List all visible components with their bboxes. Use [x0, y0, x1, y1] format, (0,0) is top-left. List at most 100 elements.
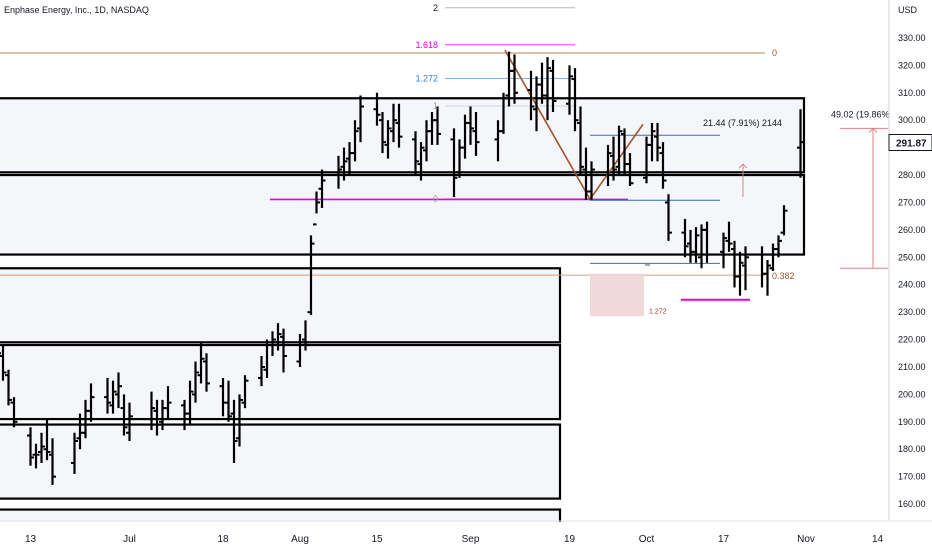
ohlc-bar[interactable]: [274, 323, 282, 351]
ohlc-bar[interactable]: [797, 109, 804, 178]
ohlc-bar[interactable]: [384, 120, 392, 159]
ohlc-bar[interactable]: [32, 443, 40, 469]
ohlc-bar[interactable]: [588, 161, 595, 200]
ohlc-bar[interactable]: [549, 59, 557, 112]
ohlc-bar[interactable]: [120, 394, 128, 436]
x-tick-label: Sep: [462, 534, 480, 545]
ohlc-bar[interactable]: [566, 65, 573, 115]
ohlc-bar[interactable]: [0, 345, 7, 381]
ohlc-bar[interactable]: [681, 218, 689, 258]
zone-rect-lower-2[interactable]: [0, 343, 562, 421]
ohlc-bar[interactable]: [780, 205, 788, 236]
ohlc-bar[interactable]: [511, 54, 518, 104]
ohlc-bar[interactable]: [87, 383, 95, 422]
ohlc-bar[interactable]: [115, 372, 122, 409]
ohlc-bar[interactable]: [225, 380, 232, 422]
zone-rect-lower-1[interactable]: [0, 267, 562, 344]
x-tick-label: Aug: [291, 534, 309, 545]
ohlc-bar[interactable]: [241, 375, 249, 409]
y-tick-label: 260.00: [898, 225, 926, 235]
fib-level-label: 2: [433, 3, 438, 13]
ohlc-bar[interactable]: [5, 369, 12, 406]
ohlc-bar[interactable]: [379, 111, 386, 154]
ohlc-bar[interactable]: [626, 153, 634, 187]
ohlc-bar[interactable]: [434, 106, 441, 145]
ohlc-bar[interactable]: [659, 142, 667, 189]
ohlc-bar[interactable]: [0, 345, 1, 378]
fib-level-label: 1.272: [415, 74, 438, 84]
ohlc-bar[interactable]: [736, 251, 744, 296]
ohlc-bar[interactable]: [450, 128, 458, 197]
ohlc-bar[interactable]: [775, 235, 782, 258]
measure-inner-label: 21.44 (7.91%) 2144: [703, 118, 782, 128]
zone-rect-lower-3[interactable]: [0, 423, 562, 500]
ohlc-bar[interactable]: [720, 232, 727, 269]
ohlc-bar[interactable]: [340, 147, 348, 181]
ohlc-bar[interactable]: [654, 122, 661, 162]
ohlc-bar[interactable]: [302, 320, 309, 351]
ohlc-bar[interactable]: [148, 391, 155, 431]
ohlc-bar[interactable]: [318, 169, 326, 208]
x-tick-label: Jul: [123, 534, 136, 545]
y-tick-label: 160.00: [898, 499, 926, 509]
ohlc-bar[interactable]: [467, 106, 474, 145]
ohlc-bar[interactable]: [109, 380, 117, 414]
ohlc-bar[interactable]: [395, 103, 403, 148]
ohlc-bar[interactable]: [186, 380, 194, 425]
ohlc-bar[interactable]: [10, 397, 18, 428]
ohlc-bar[interactable]: [197, 342, 205, 384]
ohlc-bar[interactable]: [43, 419, 51, 461]
ohlc-bar[interactable]: [153, 399, 161, 436]
ohlc-bar[interactable]: [296, 334, 304, 367]
ohlc-bar[interactable]: [357, 95, 364, 143]
ohlc-bar[interactable]: [192, 361, 199, 403]
ohlc-bar[interactable]: [280, 328, 287, 373]
ohlc-bar[interactable]: [577, 106, 584, 176]
ohlc-bar[interactable]: [725, 221, 733, 252]
ohlc-bar[interactable]: [500, 92, 507, 134]
ohlc-bar[interactable]: [313, 191, 320, 226]
ohlc-bar[interactable]: [390, 103, 397, 143]
ohlc-bar[interactable]: [703, 221, 711, 263]
ohlc-bar[interactable]: [764, 260, 771, 296]
ohlc-bar[interactable]: [742, 246, 749, 291]
ohlc-bar[interactable]: [258, 356, 265, 387]
ohlc-bar[interactable]: [417, 142, 425, 181]
ohlc-bar[interactable]: [615, 125, 623, 176]
zone-rect-middle[interactable]: [0, 173, 806, 256]
ohlc-bar[interactable]: [571, 68, 579, 132]
ohlc-bar[interactable]: [230, 399, 238, 463]
ohlc-bar[interactable]: [692, 227, 700, 263]
ohlc-bar[interactable]: [472, 111, 480, 156]
ohlc-bar[interactable]: [373, 92, 381, 126]
ohlc-bar[interactable]: [27, 427, 34, 466]
y-tick-label: 300.00: [898, 115, 926, 125]
ohlc-bar[interactable]: [307, 235, 315, 315]
ohlc-bar[interactable]: [604, 144, 612, 187]
fib-extension-box[interactable]: [590, 273, 644, 317]
ohlc-bar[interactable]: [544, 57, 551, 121]
ohlc-bar[interactable]: [269, 331, 276, 357]
y-tick-label: 310.00: [898, 88, 926, 98]
y-tick-label: 170.00: [898, 472, 926, 482]
x-tick-label: 18: [217, 534, 229, 545]
ohlc-bar[interactable]: [335, 155, 342, 189]
fib-brown-label: 0: [772, 48, 777, 58]
ohlc-bar[interactable]: [412, 131, 419, 176]
ohlc-bar[interactable]: [164, 386, 172, 420]
ohlc-bar[interactable]: [351, 120, 359, 162]
x-tick-label: 15: [371, 534, 383, 545]
ohlc-bar[interactable]: [236, 394, 243, 447]
ohlc-bar[interactable]: [203, 353, 210, 392]
ohlc-bar[interactable]: [665, 194, 672, 241]
ohlc-bar[interactable]: [71, 432, 78, 474]
ohlc-bar[interactable]: [527, 70, 535, 121]
ohlc-bar[interactable]: [126, 402, 133, 442]
ohlc-bar[interactable]: [648, 122, 656, 162]
ohlc-bar[interactable]: [38, 432, 45, 463]
ohlc-bar[interactable]: [610, 136, 617, 181]
ohlc-bar[interactable]: [104, 377, 111, 414]
ohlc-bar[interactable]: [49, 438, 56, 485]
